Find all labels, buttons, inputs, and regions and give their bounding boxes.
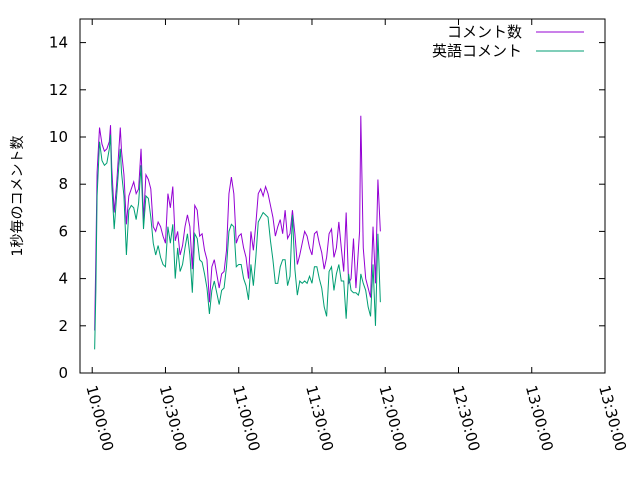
x-tick-label: 13:00:00 — [522, 383, 557, 453]
y-tick-label: 2 — [58, 317, 68, 335]
x-axis: 10:00:00 10:30:00 11:00:00 11:30:00 12:00:00… — [82, 19, 630, 453]
x-tick-label: 11:30:00 — [302, 383, 337, 453]
x-tick-label: 12:00:00 — [375, 383, 410, 453]
y-tick-label: 6 — [58, 222, 68, 240]
y-axis: 0 2 4 6 8 10 12 14 — [49, 34, 605, 382]
series-line-2 — [94, 134, 381, 350]
y-tick-label: 0 — [58, 364, 68, 382]
series-layer — [94, 115, 381, 350]
plot-frame — [79, 18, 606, 374]
y-tick-label: 4 — [58, 270, 68, 288]
y-tick-label: 12 — [49, 81, 68, 99]
series-line-1 — [94, 115, 381, 331]
x-tick-label: 11:00:00 — [229, 383, 264, 453]
x-tick-label: 12:30:00 — [449, 383, 484, 453]
x-tick-label: 10:30:00 — [156, 383, 191, 453]
y-axis-title: 1秒毎のコメント数 — [10, 136, 26, 257]
legend-label-2: 英語コメント — [432, 42, 522, 60]
x-tick-label: 13:30:00 — [595, 383, 630, 453]
y-tick-label: 8 — [58, 175, 68, 193]
legend-label-1: コメント数 — [447, 23, 522, 41]
y-tick-label: 14 — [49, 34, 68, 52]
y-tick-label: 10 — [49, 128, 68, 146]
x-tick-label: 10:00:00 — [82, 383, 117, 453]
